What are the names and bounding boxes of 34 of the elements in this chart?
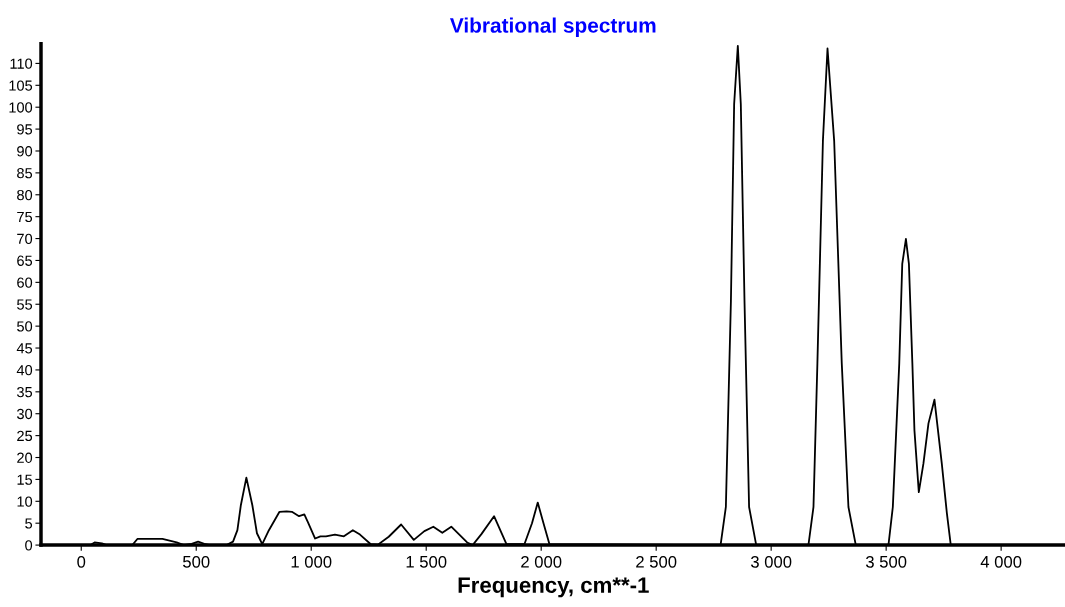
y-tick-label: 55 [17, 299, 33, 310]
y-tick-label: 105 [9, 80, 33, 91]
x-tick-label: 500 [183, 555, 210, 568]
y-tick-label: 50 [17, 321, 33, 332]
x-tick-label: 3 500 [865, 555, 907, 568]
y-tick-label: 45 [16, 343, 33, 354]
chart-title: Vibrational spectrum [449, 17, 656, 37]
x-tick-label: 0 [77, 555, 86, 568]
x-tick-label: 1 500 [406, 555, 447, 568]
y-tick-label: 65 [17, 255, 33, 266]
y-tick-label: 90 [17, 146, 33, 157]
y-tick-label: 20 [17, 452, 33, 463]
y-tick-label: 15 [17, 474, 33, 485]
y-tick-label: 100 [9, 102, 33, 113]
y-tick-label: 75 [17, 211, 33, 223]
x-tick-label: 3 000 [750, 555, 792, 568]
y-tick-label: 80 [17, 189, 33, 201]
y-tick-label: 85 [17, 167, 33, 179]
x-tick-label: 2 000 [521, 555, 562, 568]
y-tick-label: 25 [17, 430, 33, 442]
y-tick-label: 95 [17, 124, 33, 135]
y-tick-label: 40 [16, 365, 33, 376]
y-tick-label: 60 [17, 277, 33, 288]
x-tick-label: 4 000 [980, 555, 1022, 568]
y-tick-label: 5 [25, 518, 33, 529]
y-tick-label: 0 [25, 540, 33, 551]
x-tick-label: 1 000 [291, 555, 332, 568]
y-tick-label: 10 [17, 496, 33, 507]
x-tick-label: 2 500 [636, 555, 677, 568]
y-tick-label: 35 [17, 386, 33, 398]
y-tick-label: 110 [10, 58, 33, 69]
y-tick-label: 30 [17, 408, 33, 420]
y-tick-label: 70 [17, 233, 33, 244]
x-axis-title: Frequency, cm**-1 [458, 577, 649, 598]
